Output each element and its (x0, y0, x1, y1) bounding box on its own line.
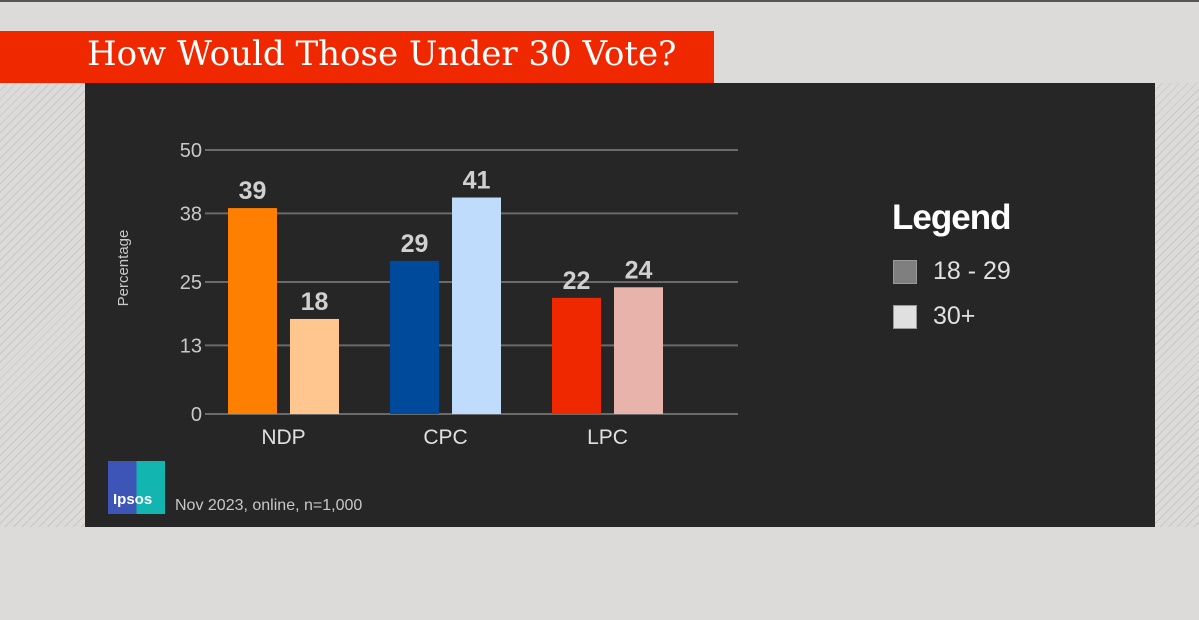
hatch-right (1155, 83, 1199, 527)
legend-label: 30+ (933, 302, 976, 330)
title-banner (0, 31, 714, 83)
chart-title: How Would Those Under 30 Vote? (87, 34, 677, 74)
data-label: 39 (239, 177, 267, 205)
bar-cpc-0 (390, 260, 439, 414)
data-label: 29 (401, 230, 429, 258)
footnote: Nov 2023, online, n=1,000 (175, 497, 363, 514)
legend-swatch (893, 304, 917, 329)
legend-label: 18 - 29 (933, 257, 1011, 285)
bar-ndp-0 (228, 208, 277, 414)
legend-swatch (893, 259, 917, 284)
ipsos-logo: Ipsos (108, 461, 165, 514)
legend-title: Legend (892, 198, 1011, 237)
data-label: 22 (563, 267, 591, 295)
y-tick-label: 38 (180, 203, 202, 225)
legend-item-30-plus: 30+ (893, 302, 975, 331)
y-axis-label: Percentage (115, 230, 132, 307)
legend-item-18-29: 18 - 29 (893, 257, 1011, 286)
y-tick-label: 25 (180, 272, 202, 294)
bar-ndp-1 (290, 318, 339, 414)
data-label: 41 (463, 167, 491, 195)
hatch-left (0, 83, 85, 527)
bar-cpc-1 (452, 197, 501, 414)
y-tick-label: 0 (191, 404, 202, 426)
data-label: 18 (301, 288, 329, 316)
x-tick-label: NDP (261, 426, 305, 449)
x-tick-label: CPC (423, 426, 467, 449)
data-label: 24 (625, 256, 653, 284)
bar-lpc-1 (614, 287, 663, 414)
top-border (0, 0, 1199, 2)
x-tick-label: LPC (587, 426, 628, 449)
y-tick-label: 50 (180, 140, 202, 162)
y-tick-label: 13 (180, 335, 202, 357)
bar-lpc-0 (552, 297, 601, 414)
